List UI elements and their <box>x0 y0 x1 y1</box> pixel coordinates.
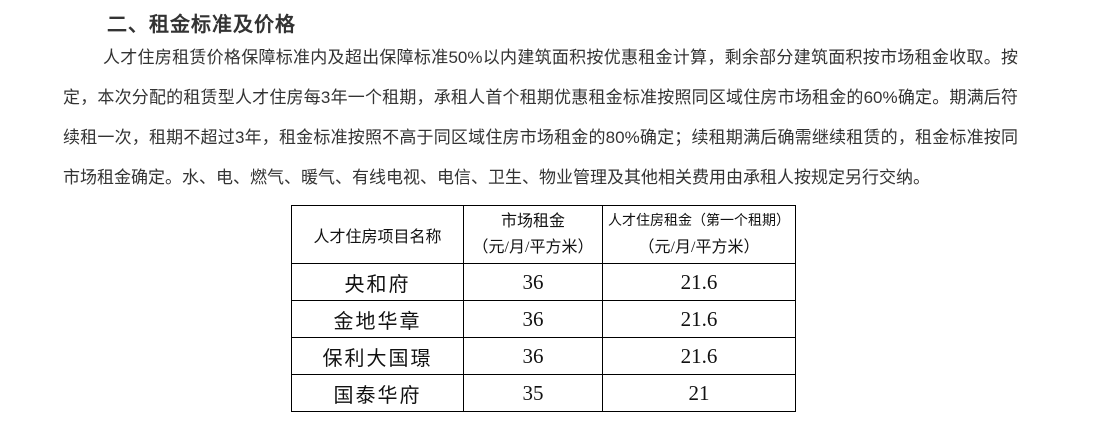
section-heading: 二、租金标准及价格 <box>107 14 296 36</box>
table-row: 保利大国璟 36 21.6 <box>291 337 796 375</box>
header-market-rent: 市场租金 （元/月/平方米） <box>463 205 603 264</box>
talent-rent-cell: 21.6 <box>602 300 796 338</box>
body-paragraph: 人才住房租赁价格保障标准内及超出保障标准50%以内建筑面积按优惠租金计算，剩余部… <box>63 38 1018 198</box>
table-row: 央和府 36 21.6 <box>291 263 796 301</box>
project-name-cell: 保利大国璟 <box>291 337 464 375</box>
market-rent-cell: 35 <box>463 374 603 412</box>
project-name-cell: 央和府 <box>291 263 464 301</box>
market-rent-cell: 36 <box>463 300 603 338</box>
header-talent-rent-title: 人才住房租金（第一个租期） <box>608 213 790 229</box>
header-market-rent-unit: （元/月/平方米） <box>472 238 594 256</box>
paragraph-line: 定，本次分配的租赁型人才住房每3年一个租期，承租人首个租期优惠租金标准按照同区域… <box>63 88 1018 107</box>
table-row: 国泰华府 35 21 <box>291 374 796 412</box>
header-talent-rent-unit: （元/月/平方米） <box>638 238 760 256</box>
paragraph-line: 人才住房租赁价格保障标准内及超出保障标准50%以内建筑面积按优惠租金计算，剩余部… <box>103 48 1018 67</box>
market-rent-cell: 36 <box>463 263 603 301</box>
talent-rent-cell: 21 <box>602 374 796 412</box>
header-talent-rent: 人才住房租金（第一个租期） （元/月/平方米） <box>602 205 796 264</box>
talent-rent-cell: 21.6 <box>602 263 796 301</box>
talent-rent-cell: 21.6 <box>602 337 796 375</box>
paragraph-line: 市场租金确定。水、电、燃气、暖气、有线电视、电信、卫生、物业管理及其他相关费用由… <box>63 168 930 187</box>
header-project-name: 人才住房项目名称 <box>291 205 464 264</box>
market-rent-cell: 36 <box>463 337 603 375</box>
project-name-cell: 金地华章 <box>291 300 464 338</box>
table-row: 金地华章 36 21.6 <box>291 300 796 338</box>
table-header-row: 人才住房项目名称 市场租金 （元/月/平方米） 人才住房租金（第一个租期） （元… <box>291 205 796 264</box>
rent-table: 人才住房项目名称 市场租金 （元/月/平方米） 人才住房租金（第一个租期） （元… <box>291 205 796 412</box>
project-name-cell: 国泰华府 <box>291 374 464 412</box>
header-market-rent-title: 市场租金 <box>500 212 565 230</box>
paragraph-line: 续租一次，租期不超过3年，租金标准按照不高于同区域住房市场租金的80%确定；续租… <box>63 128 1018 147</box>
